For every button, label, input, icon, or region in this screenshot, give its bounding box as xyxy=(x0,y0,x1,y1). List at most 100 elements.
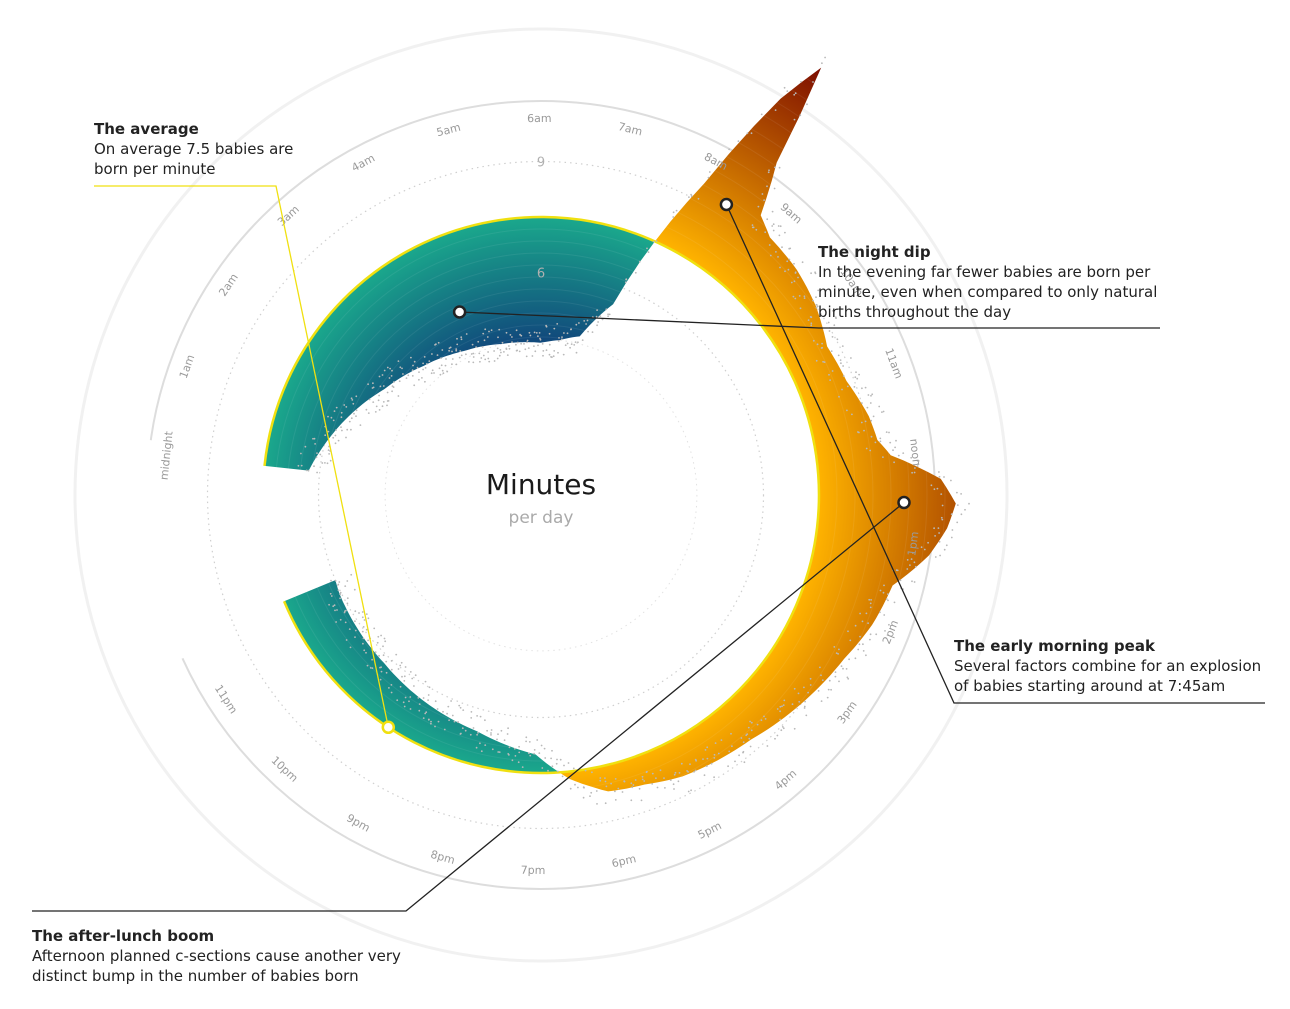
noise-dot xyxy=(389,367,391,370)
noise-dot xyxy=(573,344,576,346)
noise-dot xyxy=(354,620,356,623)
noise-dot xyxy=(694,758,697,761)
noise-dot xyxy=(596,309,598,311)
noise-dot xyxy=(346,602,349,605)
noise-dot xyxy=(734,760,736,763)
noise-dot xyxy=(854,624,857,627)
noise-dot xyxy=(913,471,916,474)
noise-dot xyxy=(783,86,786,89)
noise-dot xyxy=(377,635,380,638)
noise-dot xyxy=(896,569,899,572)
noise-dot xyxy=(927,541,929,544)
noise-dot xyxy=(956,521,959,524)
noise-dot xyxy=(810,272,812,275)
noise-dot xyxy=(430,372,433,375)
noise-dot xyxy=(412,364,414,367)
noise-dot xyxy=(434,700,437,703)
noise-dot xyxy=(566,342,569,345)
noise-dot xyxy=(484,744,487,746)
noise-dot xyxy=(324,434,327,437)
noise-dot xyxy=(638,260,641,263)
noise-dot xyxy=(862,650,865,652)
noise-dot xyxy=(483,339,486,342)
noise-dot xyxy=(350,417,353,420)
noise-dot xyxy=(793,727,796,730)
noise-dot xyxy=(545,325,548,328)
noise-dot xyxy=(779,266,781,269)
noise-dot xyxy=(529,334,532,337)
noise-dot xyxy=(391,385,394,387)
noise-dot xyxy=(605,308,608,311)
noise-dot xyxy=(864,420,867,423)
noise-dot xyxy=(624,281,627,284)
noise-dot xyxy=(401,367,403,370)
noise-dot xyxy=(363,649,366,652)
noise-dot xyxy=(819,666,821,669)
noise-dot xyxy=(938,532,940,534)
noise-dot xyxy=(442,710,444,713)
noise-dot xyxy=(484,358,487,361)
noise-dot xyxy=(545,349,548,351)
noise-dot xyxy=(887,599,889,602)
noise-dot xyxy=(570,328,572,330)
noise-dot xyxy=(340,411,343,414)
noise-dot xyxy=(340,416,343,419)
noise-dot xyxy=(848,658,850,661)
noise-dot xyxy=(500,351,502,354)
noise-dot xyxy=(789,247,792,250)
noise-dot xyxy=(334,434,337,437)
noise-dot xyxy=(548,353,551,356)
noise-dot xyxy=(354,629,357,632)
noise-dot xyxy=(388,377,391,379)
noise-dot xyxy=(781,726,784,728)
noise-dot xyxy=(344,585,347,587)
noise-dot xyxy=(865,612,868,615)
noise-dot xyxy=(424,367,427,369)
noise-dot xyxy=(941,518,944,521)
marker-morning_peak xyxy=(719,197,734,212)
noise-dot xyxy=(673,773,676,776)
noise-dot xyxy=(855,371,857,374)
noise-dot xyxy=(816,305,819,308)
noise-dot xyxy=(826,696,829,699)
noise-dot xyxy=(516,349,519,352)
noise-dot xyxy=(846,409,848,412)
noise-dot xyxy=(533,345,535,347)
noise-dot xyxy=(480,750,483,753)
noise-dot xyxy=(450,700,452,702)
noise-dot xyxy=(408,700,410,703)
noise-dot xyxy=(893,461,895,464)
noise-dot xyxy=(793,118,796,121)
noise-dot xyxy=(774,737,776,740)
noise-dot xyxy=(827,688,830,691)
noise-dot xyxy=(561,336,563,338)
noise-dot xyxy=(865,447,868,450)
noise-dot xyxy=(693,771,695,773)
noise-dot xyxy=(728,148,730,151)
noise-dot xyxy=(397,668,400,670)
noise-dot xyxy=(589,795,591,797)
hour-label-9am: 9am xyxy=(778,201,805,227)
noise-dot xyxy=(861,620,864,623)
noise-dot xyxy=(402,373,404,375)
noise-dot xyxy=(610,782,612,785)
annotation-average: The average On average 7.5 babies are bo… xyxy=(94,119,294,179)
noise-dot xyxy=(460,732,462,735)
noise-dot xyxy=(964,508,966,511)
noise-dot xyxy=(879,589,882,592)
noise-dot xyxy=(737,140,740,143)
noise-dot xyxy=(586,319,589,322)
hour-label-6pm: 6pm xyxy=(610,852,637,870)
noise-dot xyxy=(460,354,463,357)
noise-dot xyxy=(934,556,937,558)
noise-dot xyxy=(941,504,944,507)
noise-dot xyxy=(815,303,818,306)
noise-dot xyxy=(645,771,648,774)
noise-dot xyxy=(525,736,528,739)
noise-dot xyxy=(632,784,635,786)
noise-dot xyxy=(713,753,716,756)
noise-dot xyxy=(344,621,347,624)
noise-dot xyxy=(587,330,589,333)
noise-dot xyxy=(382,654,385,657)
noise-dot xyxy=(909,564,911,566)
